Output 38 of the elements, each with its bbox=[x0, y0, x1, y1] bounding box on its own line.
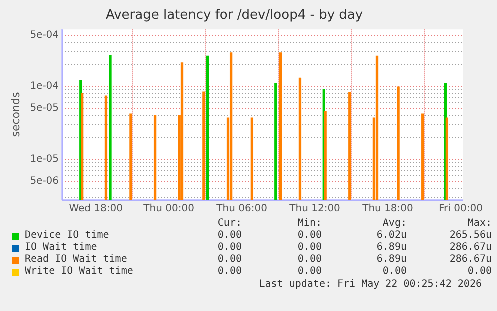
text: Last update: Fri May 22 00:25:42 2026 bbox=[258, 278, 482, 291]
x-tick-label: Fri 00:00 bbox=[439, 204, 483, 215]
text: 0.00 bbox=[382, 266, 407, 278]
text: Cur: bbox=[216, 218, 242, 230]
y-axis-title: seconds bbox=[9, 92, 22, 138]
text: 0.00 bbox=[216, 242, 242, 254]
text: 286.67u bbox=[448, 242, 492, 254]
text: 286.67u bbox=[448, 254, 492, 266]
x-tick-label: Thu 06:00 bbox=[216, 204, 268, 215]
legend-label: Write IO Wait time bbox=[25, 266, 134, 278]
text: 0.00 bbox=[216, 230, 242, 242]
text: 265.56u bbox=[448, 230, 492, 242]
text: Max: bbox=[466, 218, 492, 230]
x-tick-label: Thu 00:00 bbox=[142, 204, 194, 215]
text: Avg: bbox=[382, 218, 407, 230]
chart-title: Average latency for /dev/loop4 - by day bbox=[106, 8, 364, 24]
y-tick-label: 5e-04 bbox=[30, 30, 60, 41]
x-tick-label: Thu 18:00 bbox=[362, 204, 414, 215]
legend-label: IO Wait time bbox=[25, 242, 98, 254]
text: 0.00 bbox=[296, 242, 322, 254]
text: 0.00 bbox=[296, 254, 322, 266]
text: 0.00 bbox=[216, 266, 242, 278]
x-tick-label: Thu 12:00 bbox=[288, 204, 340, 215]
text: 0.00 bbox=[296, 230, 322, 242]
text: Min: bbox=[296, 218, 322, 230]
text: 0.00 bbox=[216, 254, 242, 266]
y-tick-label: 1e-04 bbox=[30, 81, 60, 92]
text: 0.00 bbox=[466, 266, 492, 278]
y-tick-label: 5e-05 bbox=[30, 103, 60, 114]
text: 0.00 bbox=[296, 266, 322, 278]
legend-label: Read IO Wait time bbox=[25, 254, 128, 266]
y-tick-label: 1e-05 bbox=[30, 154, 60, 166]
y-tick-label: 5e-06 bbox=[30, 176, 60, 188]
x-tick-label: Wed 18:00 bbox=[69, 204, 124, 215]
text: 6.89u bbox=[376, 242, 407, 254]
legend-label: Device IO time bbox=[25, 230, 110, 242]
text: 6.02u bbox=[376, 230, 407, 242]
text: 6.89u bbox=[376, 254, 407, 266]
